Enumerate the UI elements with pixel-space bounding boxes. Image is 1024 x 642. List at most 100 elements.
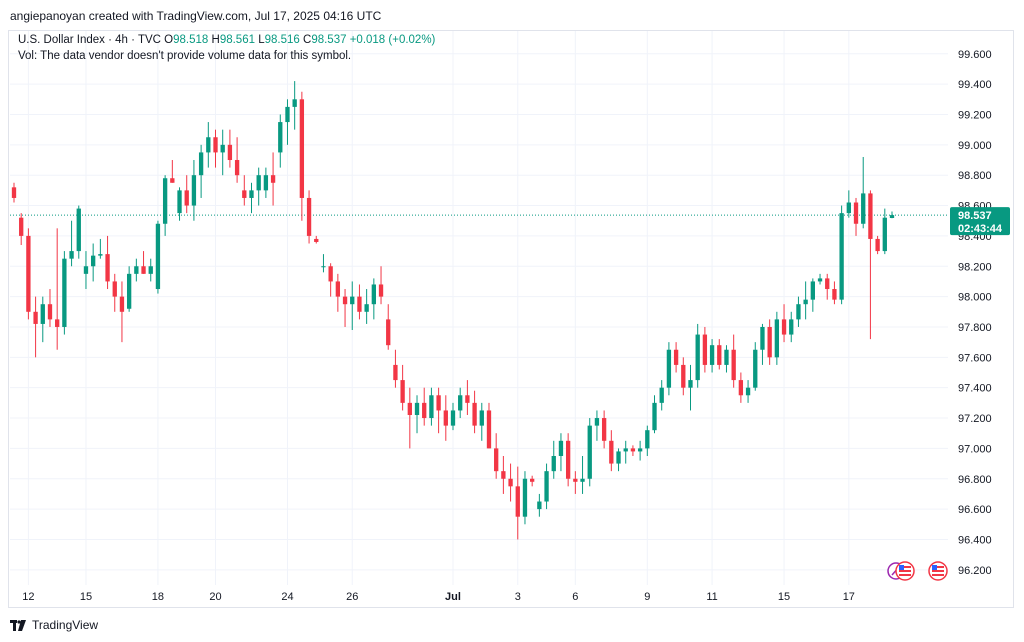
- event-icons[interactable]: [887, 561, 948, 581]
- candle[interactable]: [170, 160, 175, 183]
- candle[interactable]: [450, 402, 456, 431]
- candle[interactable]: [494, 433, 499, 479]
- candle[interactable]: [371, 278, 376, 320]
- candle[interactable]: [62, 251, 67, 335]
- candle[interactable]: [565, 433, 571, 487]
- candle[interactable]: [414, 395, 420, 434]
- candle[interactable]: [587, 418, 592, 487]
- candle[interactable]: [177, 187, 182, 221]
- candle[interactable]: [227, 129, 233, 168]
- last-price-box[interactable]: 98.537 02:43:44: [950, 207, 1010, 236]
- candle[interactable]: [465, 380, 470, 416]
- candle[interactable]: [745, 380, 751, 403]
- candle[interactable]: [709, 339, 715, 373]
- events-calendar-icon[interactable]: [887, 561, 915, 581]
- candle[interactable]: [702, 326, 708, 373]
- candle[interactable]: [134, 258, 139, 282]
- candle[interactable]: [781, 304, 787, 343]
- candle[interactable]: [249, 182, 254, 214]
- candle[interactable]: [472, 390, 477, 434]
- candle[interactable]: [486, 402, 492, 449]
- candle[interactable]: [91, 243, 96, 282]
- candle[interactable]: [105, 235, 110, 290]
- candle[interactable]: [33, 296, 38, 358]
- candle[interactable]: [645, 425, 650, 456]
- candle[interactable]: [69, 220, 74, 267]
- candle[interactable]: [256, 167, 261, 206]
- candle[interactable]: [220, 129, 225, 176]
- candle[interactable]: [26, 228, 31, 320]
- candle[interactable]: [314, 235, 319, 244]
- candle[interactable]: [853, 197, 859, 236]
- candle[interactable]: [321, 254, 326, 273]
- candle[interactable]: [817, 273, 823, 285]
- candle[interactable]: [760, 323, 765, 365]
- candle[interactable]: [688, 364, 693, 411]
- candle[interactable]: [774, 311, 780, 365]
- candle[interactable]: [436, 387, 441, 434]
- candle[interactable]: [882, 208, 887, 255]
- candle[interactable]: [530, 475, 535, 487]
- candle[interactable]: [299, 91, 305, 221]
- candle[interactable]: [328, 263, 333, 297]
- candle[interactable]: [630, 445, 636, 456]
- candle[interactable]: [270, 152, 276, 206]
- candle[interactable]: [141, 251, 146, 274]
- candle[interactable]: [515, 466, 520, 540]
- candle[interactable]: [609, 430, 614, 472]
- candle[interactable]: [731, 334, 736, 388]
- candle[interactable]: [717, 339, 722, 370]
- candle[interactable]: [544, 463, 549, 510]
- candle[interactable]: [659, 380, 664, 411]
- candle[interactable]: [19, 213, 24, 246]
- candle[interactable]: [148, 258, 153, 282]
- us-flag-icon[interactable]: [928, 561, 948, 581]
- footer-brand[interactable]: TradingView: [10, 618, 98, 632]
- candle[interactable]: [11, 182, 17, 203]
- candle[interactable]: [55, 228, 60, 350]
- candle[interactable]: [753, 342, 758, 391]
- candle[interactable]: [458, 387, 463, 419]
- candle[interactable]: [724, 345, 729, 373]
- candle[interactable]: [422, 387, 427, 426]
- candle[interactable]: [76, 205, 81, 259]
- candle[interactable]: [206, 122, 211, 168]
- candle[interactable]: [285, 99, 290, 145]
- candle[interactable]: [832, 281, 837, 305]
- candle[interactable]: [558, 433, 564, 472]
- candle[interactable]: [594, 410, 600, 441]
- candle[interactable]: [889, 211, 895, 219]
- candle[interactable]: [652, 395, 657, 434]
- candle[interactable]: [501, 455, 506, 494]
- candle[interactable]: [292, 81, 297, 130]
- candle[interactable]: [839, 205, 844, 305]
- candle[interactable]: [681, 357, 686, 396]
- candle[interactable]: [825, 273, 830, 300]
- candle[interactable]: [637, 440, 643, 461]
- candle[interactable]: [191, 160, 197, 221]
- candle[interactable]: [573, 471, 578, 494]
- candle[interactable]: [479, 402, 484, 441]
- candle[interactable]: [810, 278, 815, 312]
- candle[interactable]: [393, 349, 398, 388]
- candle[interactable]: [522, 471, 528, 525]
- candle[interactable]: [40, 296, 45, 343]
- candle[interactable]: [112, 273, 117, 312]
- candle[interactable]: [616, 448, 621, 472]
- candle[interactable]: [666, 342, 672, 396]
- candle[interactable]: [278, 114, 283, 168]
- candle[interactable]: [119, 281, 125, 343]
- candle[interactable]: [335, 273, 341, 312]
- candle[interactable]: [796, 296, 801, 327]
- candle[interactable]: [695, 323, 700, 388]
- candle[interactable]: [364, 289, 369, 324]
- candle[interactable]: [767, 319, 772, 365]
- candle[interactable]: [378, 266, 384, 305]
- candle[interactable]: [861, 156, 866, 229]
- candle[interactable]: [803, 281, 808, 320]
- candle[interactable]: [47, 289, 53, 327]
- candle[interactable]: [673, 342, 679, 373]
- candle[interactable]: [126, 266, 132, 312]
- candle[interactable]: [306, 190, 312, 244]
